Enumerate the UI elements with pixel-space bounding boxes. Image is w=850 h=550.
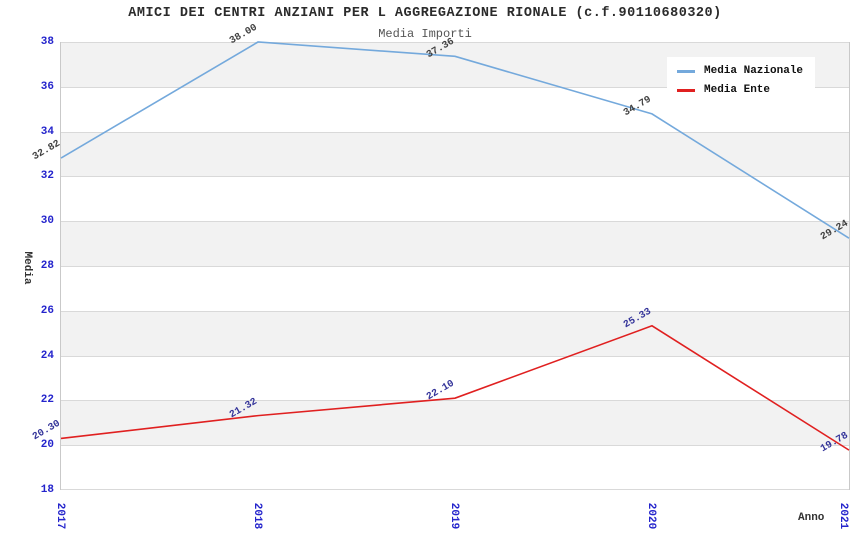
- background-band: [61, 176, 849, 222]
- background-band: [61, 355, 849, 401]
- x-axis-title: Anno: [798, 512, 825, 524]
- y-tick-label: 20: [40, 439, 54, 452]
- line-media-nazionale: [60, 41, 850, 239]
- gridline: [61, 86, 849, 88]
- y-tick-label: 22: [40, 394, 54, 407]
- legend-item-media-ente: Media Ente: [677, 84, 803, 96]
- plot-area: 32.82 38.00 37.36 34.79 29.24 20.30 21.32 22.10…: [31, 23, 850, 490]
- line-media-ente: [60, 324, 850, 451]
- gridline: [61, 355, 849, 357]
- y-tick-label: 38: [40, 36, 54, 48]
- legend: Media Nazionale Media Ente: [667, 57, 816, 104]
- gridline: [61, 266, 849, 267]
- x-tick-label: 2019: [448, 502, 460, 530]
- media-ente-line-swatch-icon: [677, 88, 695, 92]
- legend-label-media-nazionale: Media Nazionale: [704, 65, 804, 77]
- y-tick-label: 32: [40, 170, 54, 183]
- y-axis-title: Media: [21, 251, 33, 285]
- chart-subtitle: Media Importi: [378, 27, 472, 41]
- gridline: [61, 221, 849, 223]
- y-tick-label: 24: [40, 349, 54, 362]
- series-lines: [60, 41, 850, 451]
- gridline: [61, 400, 849, 402]
- gridline: [61, 310, 849, 312]
- gridline: [61, 489, 849, 490]
- media-nazionale-line-swatch-icon: [677, 69, 695, 73]
- x-tick-label: 2020: [645, 502, 657, 530]
- background-band: [61, 266, 849, 311]
- y-tick-label: 26: [40, 304, 54, 317]
- gridline: [61, 131, 849, 133]
- y-tick-label: 34: [40, 125, 54, 138]
- legend-item-media-nazionale: Media Nazionale: [677, 65, 803, 77]
- background-band: [61, 131, 849, 177]
- background-band: [61, 445, 849, 490]
- chart-title: AMICI DEI CENTRI ANZIANI PER L AGGREGAZI…: [128, 6, 722, 21]
- background-band: [61, 310, 849, 356]
- x-tick-label: 2018: [251, 502, 263, 530]
- gridline: [61, 42, 849, 43]
- y-tick-label: 30: [40, 215, 54, 228]
- y-tick-label: 28: [40, 260, 54, 272]
- background-band: [61, 221, 849, 266]
- x-tick-label: 2021: [837, 502, 849, 530]
- point-label: 32.82: [31, 138, 63, 164]
- legend-label-media-ente: Media Ente: [704, 84, 771, 96]
- gridline: [61, 445, 849, 447]
- y-tick-label: 18: [40, 484, 54, 496]
- y-tick-label: 36: [40, 80, 54, 93]
- x-tick-label: 2017: [54, 502, 66, 530]
- gridline: [61, 176, 849, 178]
